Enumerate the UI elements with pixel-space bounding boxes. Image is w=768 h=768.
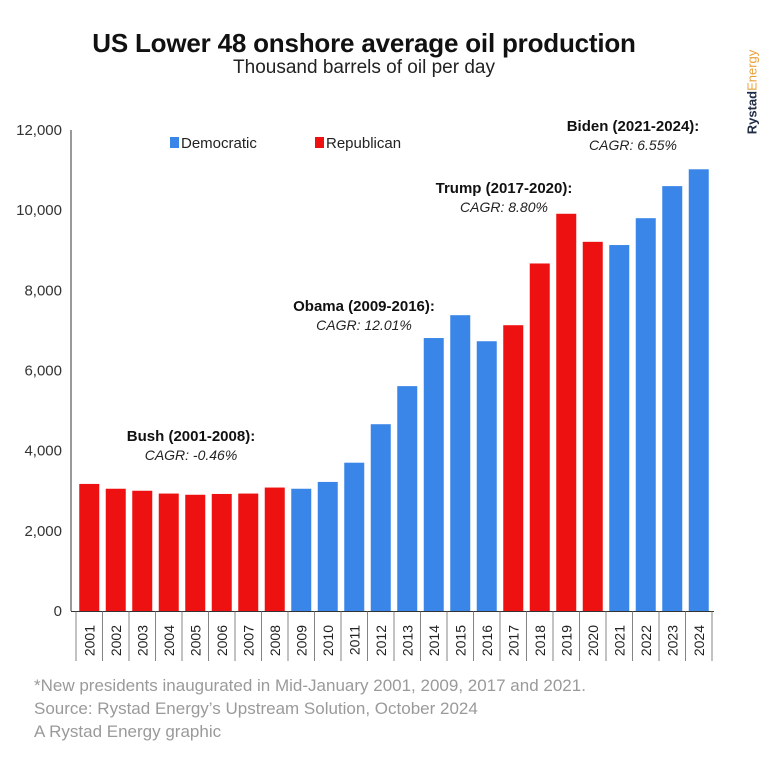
x-tick-label: 2013	[399, 625, 415, 656]
x-tick-label: 2024	[691, 625, 707, 656]
footnote-credit: A Rystad Energy graphic	[34, 722, 222, 741]
bar-2023	[662, 186, 683, 611]
x-tick-label: 2014	[426, 625, 442, 656]
x-tick-label: 2005	[187, 625, 203, 656]
legend-swatch-D	[170, 137, 179, 148]
x-tick-label: 2010	[320, 625, 336, 656]
annotation-cagr: CAGR: 8.80%	[460, 199, 548, 215]
annotation-title: Obama (2009-2016):	[293, 298, 435, 315]
chart-title: US Lower 48 onshore average oil producti…	[92, 28, 636, 58]
x-tick-label: 2015	[452, 625, 468, 656]
x-tick-label: 2007	[240, 625, 256, 656]
y-tick-label: 12,000	[16, 122, 62, 139]
x-tick-label: 2012	[373, 625, 389, 656]
chart-subtitle: Thousand barrels of oil per day	[233, 57, 495, 78]
bar-2016	[476, 341, 497, 611]
x-tick-label: 2002	[108, 625, 124, 656]
bar-2024	[688, 169, 709, 611]
x-tick-label: 2021	[611, 625, 627, 656]
bar-2021	[609, 245, 630, 611]
bar-2009	[291, 488, 312, 611]
bar-2017	[503, 325, 524, 611]
bar-2004	[158, 493, 179, 611]
y-tick-label: 10,000	[16, 202, 62, 219]
bar-2015	[450, 315, 471, 611]
x-tick-label: 2004	[161, 625, 177, 656]
x-tick-label: 2006	[214, 625, 230, 656]
legend-label-R: Republican	[326, 135, 401, 152]
bar-2010	[317, 481, 338, 611]
legend-swatch-R	[315, 137, 324, 148]
bar-2003	[132, 490, 153, 611]
bar-2012	[370, 424, 391, 611]
x-tick-label: 2008	[267, 625, 283, 656]
y-tick-label: 2,000	[24, 523, 62, 540]
x-tick-label: 2019	[558, 625, 574, 656]
y-tick-label: 4,000	[24, 443, 62, 460]
bar-2006	[211, 493, 232, 611]
annotation-title: Bush (2001-2008):	[127, 428, 255, 445]
x-tick-label: 2020	[585, 625, 601, 656]
annotation-title: Trump (2017-2020):	[436, 180, 573, 197]
bar-2011	[344, 462, 365, 611]
x-tick-label: 2017	[505, 625, 521, 656]
annotation-cagr: CAGR: -0.46%	[145, 447, 238, 463]
annotation-cagr: CAGR: 6.55%	[589, 137, 677, 153]
annotation-title: Biden (2021-2024):	[567, 118, 700, 135]
footnote-source: Source: Rystad Energy’s Upstream Solutio…	[34, 699, 478, 718]
bar-2005	[185, 494, 206, 611]
x-tick-label: 2016	[479, 625, 495, 656]
x-tick-label: 2003	[134, 625, 150, 656]
x-tick-label: 2011	[346, 625, 362, 655]
footnote-inauguration: *New presidents inaugurated in Mid-Janua…	[34, 676, 586, 695]
bar-2018	[529, 263, 550, 611]
bar-2001	[79, 483, 100, 611]
y-tick-label: 8,000	[24, 282, 62, 299]
legend-label-D: Democratic	[181, 135, 257, 152]
bar-2019	[556, 213, 577, 611]
y-tick-label: 6,000	[24, 363, 62, 380]
x-tick-label: 2001	[81, 625, 97, 656]
x-tick-label: 2022	[638, 625, 654, 656]
x-tick-label: 2018	[532, 625, 548, 656]
x-tick-label: 2009	[293, 625, 309, 656]
bar-2008	[264, 487, 285, 611]
bar-2022	[635, 218, 656, 611]
bar-2013	[397, 386, 418, 611]
y-tick-label: 0	[54, 603, 62, 620]
bar-2007	[238, 493, 259, 611]
bar-2002	[105, 488, 126, 611]
bar-2014	[423, 338, 444, 611]
bar-2020	[582, 241, 603, 611]
annotation-cagr: CAGR: 12.01%	[316, 317, 412, 333]
x-tick-label: 2023	[664, 625, 680, 656]
